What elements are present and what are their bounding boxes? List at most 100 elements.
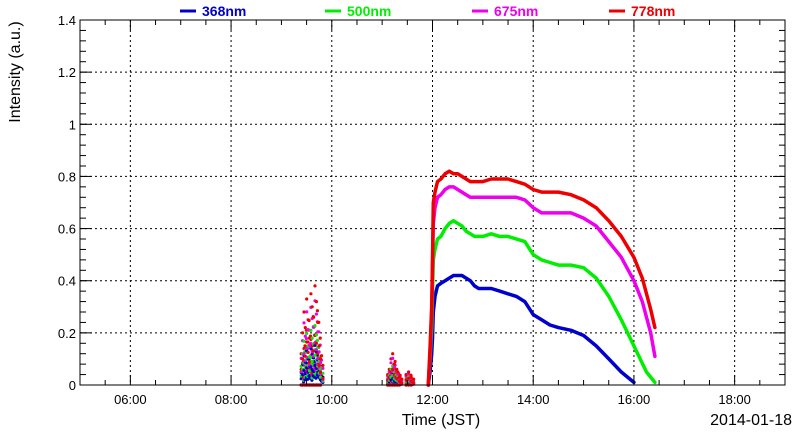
y-tick-label: 0.4 [58, 274, 76, 289]
burst-point-778nm [303, 326, 307, 330]
burst-point-368nm [303, 371, 307, 376]
burst-point-675nm [302, 321, 306, 325]
burst-point-368nm [314, 376, 318, 380]
burst-point-500nm [309, 356, 313, 360]
x-tick-label: 10:00 [316, 392, 349, 407]
x-tick-label: 14:00 [517, 392, 550, 407]
burst-point-778nm [314, 341, 318, 345]
y-tick-label: 1.2 [58, 65, 76, 80]
burst-point-500nm [305, 331, 309, 335]
burst-point-368nm [302, 368, 306, 372]
burst-point-675nm [305, 310, 309, 314]
burst-point-675nm [389, 361, 393, 365]
burst-point-500nm [318, 367, 323, 371]
x-tick-label: 18:00 [718, 392, 751, 407]
legend: 368nm 500nm 675nm 778nm [180, 3, 675, 19]
burst-point-675nm [314, 312, 318, 316]
y-axis-title: Intensity (a.u.) [7, 21, 24, 122]
burst-point-500nm [318, 375, 323, 379]
burst-point-778nm [305, 340, 309, 344]
burst-point-500nm [310, 359, 314, 364]
burst-point-368nm [301, 373, 305, 377]
burst-point-500nm [313, 324, 317, 328]
scatter-bursts [299, 284, 416, 387]
burst-point-778nm [319, 354, 324, 358]
burst-point-778nm [407, 370, 411, 374]
burst-point-675nm [299, 370, 303, 374]
y-tick-label: 1.4 [58, 13, 76, 28]
y-tick-label: 0.6 [58, 222, 76, 237]
legend-label-778nm: 778nm [631, 3, 675, 19]
burst-point-778nm [315, 309, 319, 313]
grid [80, 20, 785, 385]
burst-point-778nm [391, 352, 395, 356]
burst-point-778nm [318, 357, 323, 361]
burst-point-778nm [318, 336, 322, 340]
x-tick-label: 06:00 [114, 392, 147, 407]
burst-point-778nm [302, 310, 306, 314]
burst-point-500nm [321, 371, 325, 375]
burst-point-675nm [303, 334, 307, 338]
burst-point-368nm [318, 378, 323, 382]
y-tick-label: 1 [69, 117, 76, 132]
burst-point-500nm [302, 339, 306, 343]
burst-point-368nm [305, 366, 309, 370]
y-tick-label: 0 [69, 378, 76, 393]
burst-point-675nm [321, 366, 325, 370]
burst-point-778nm [317, 363, 321, 367]
burst-point-778nm [303, 354, 307, 358]
burst-point-778nm [303, 344, 307, 348]
burst-point-778nm [310, 305, 314, 309]
burst-point-675nm [316, 330, 320, 334]
burst-point-500nm [309, 328, 313, 332]
burst-point-500nm [315, 338, 319, 342]
burst-point-778nm [400, 381, 404, 385]
burst-point-778nm [306, 350, 310, 354]
burst-point-778nm [394, 367, 398, 371]
y-tick-label: 0.2 [58, 326, 76, 341]
burst-point-778nm [412, 377, 416, 381]
burst-point-778nm [409, 379, 413, 383]
burst-point-500nm [313, 353, 317, 357]
burst-point-778nm [307, 359, 312, 364]
x-axis-title: Time (JST) [402, 412, 481, 429]
burst-point-500nm [310, 336, 314, 340]
burst-point-778nm [305, 297, 309, 301]
burst-point-500nm [307, 369, 312, 373]
burst-point-368nm [310, 378, 314, 382]
burst-point-368nm [309, 346, 313, 351]
burst-point-778nm [306, 318, 310, 322]
burst-point-778nm [393, 359, 397, 364]
burst-point-778nm [409, 375, 413, 379]
x-tick-label: 08:00 [215, 392, 248, 407]
burst-point-675nm [305, 346, 309, 350]
series-lines [426, 169, 657, 387]
burst-point-778nm [316, 320, 320, 324]
burst-point-778nm [312, 349, 316, 353]
burst-point-778nm [321, 363, 325, 367]
legend-label-675nm: 675nm [494, 3, 538, 19]
axis-ticks: 06:00 08:00 10:00 12:00 14:00 16:00 18:00 0 0.2 0… [58, 13, 786, 407]
series-line-368nm [426, 273, 636, 387]
burst-point-778nm [392, 362, 396, 366]
series-line-675nm [426, 185, 657, 387]
series-line-778nm [426, 169, 657, 387]
burst-point-675nm [317, 350, 321, 354]
burst-point-778nm [321, 376, 325, 381]
date-label: 2014-01-18 [710, 412, 792, 429]
y-tick-label: 0.8 [58, 169, 76, 184]
burst-point-778nm [412, 381, 416, 385]
x-tick-label: 16:00 [618, 392, 651, 407]
burst-point-675nm [391, 356, 395, 360]
burst-point-778nm [407, 376, 411, 381]
legend-label-368nm: 368nm [202, 3, 246, 19]
burst-point-675nm [306, 328, 310, 332]
burst-point-778nm [400, 377, 404, 381]
burst-point-368nm [313, 363, 317, 367]
burst-point-778nm [404, 373, 408, 377]
burst-point-778nm [312, 315, 316, 319]
burst-point-778nm [317, 344, 321, 348]
x-tick-label: 12:00 [416, 392, 449, 407]
burst-point-778nm [314, 300, 318, 304]
